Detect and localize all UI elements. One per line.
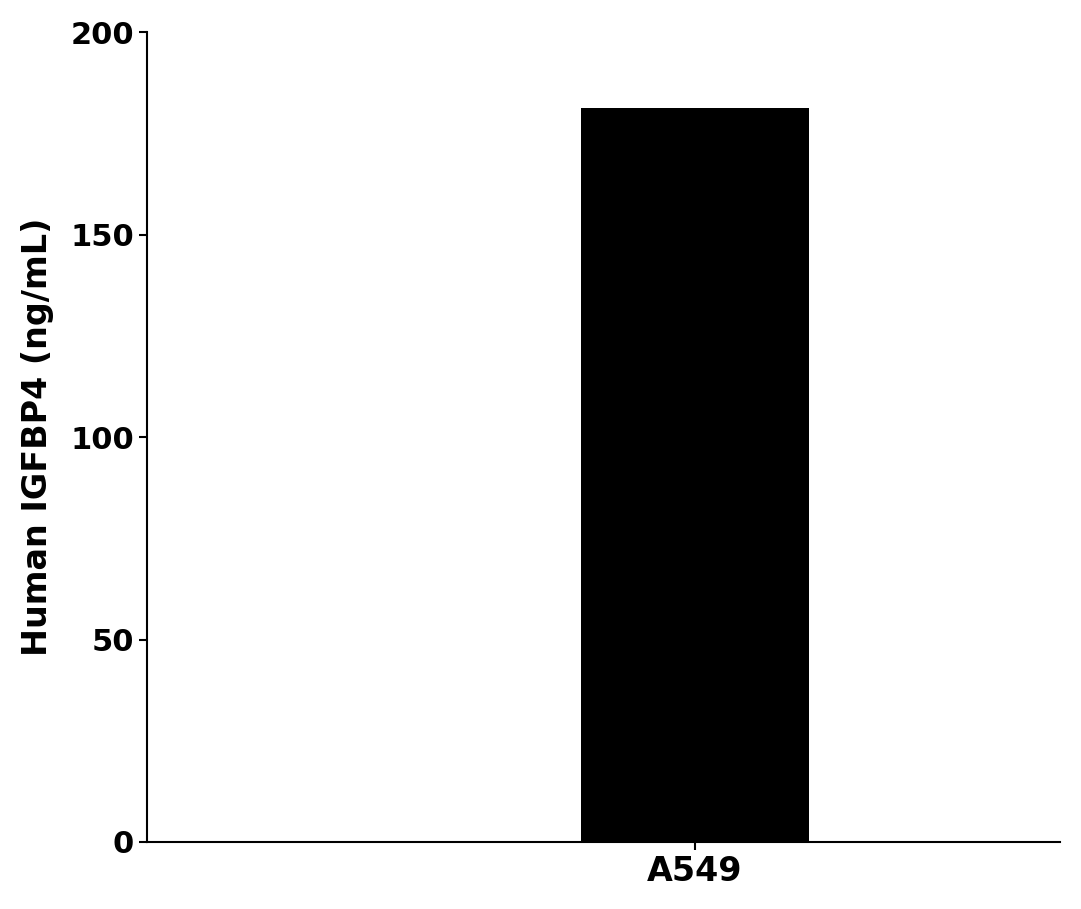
- Bar: [580, 108, 810, 842]
- Y-axis label: Human IGFBP4 (ng/mL): Human IGFBP4 (ng/mL): [21, 218, 54, 656]
